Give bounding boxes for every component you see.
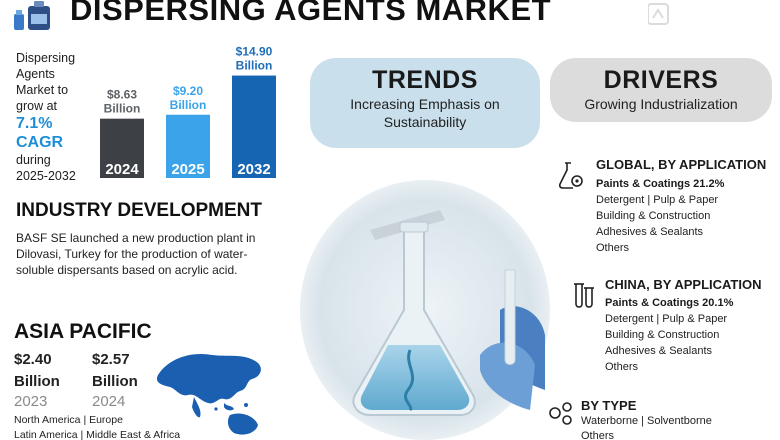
asia-pacific-title: ASIA PACIFIC <box>14 320 152 343</box>
molecule-icon <box>549 402 572 425</box>
bar-value-label: $8.63 <box>107 88 137 102</box>
trends-title: TRENDS <box>372 66 478 94</box>
bar-2024 <box>100 118 144 178</box>
ap-value-2023: $2.40 <box>14 351 52 368</box>
trends-panel: TRENDS Increasing Emphasis on Sustainabi… <box>310 58 540 148</box>
brand-logo <box>648 3 669 25</box>
trends-line: Increasing Emphasis on <box>350 96 500 112</box>
page-title: DISPERSING AGENTS MARKET <box>70 0 552 27</box>
ap-unit-2024: Billion <box>92 373 138 390</box>
bar-value-label: $9.20 <box>173 84 203 98</box>
global-application-item: Others <box>596 242 630 254</box>
bar-value-unit: Billion <box>104 102 141 116</box>
region-line: Latin America | Middle East & Africa <box>14 429 181 440</box>
ap-year-2024: 2024 <box>92 393 126 410</box>
region-list: North America | Europe Latin America | M… <box>14 413 244 440</box>
ap-unit-2023: Billion <box>14 373 60 390</box>
cagr-rate: 7.1% <box>16 115 53 132</box>
bar-value-unit: Billion <box>236 59 273 73</box>
china-application-top: Paints & Coatings 20.1% <box>605 297 734 309</box>
ap-year-2023: 2023 <box>14 393 48 410</box>
flask-gear-icon <box>558 162 583 189</box>
bar-2032 <box>232 75 276 178</box>
china-application-item: Building & Construction <box>605 329 720 341</box>
bar-value-label: $14.90 <box>236 45 273 59</box>
china-application-item: Others <box>605 361 639 373</box>
china-application-title: CHINA, BY APPLICATION <box>605 277 762 292</box>
china-application-item: Detergent | Pulp & Paper <box>605 313 728 325</box>
growth-line: Dispersing Agents <box>16 51 76 81</box>
asia-pacific-map <box>156 353 261 435</box>
market-size-chart: 2024$8.63Billion2025$9.20Billion2032$14.… <box>100 45 276 178</box>
global-application-item: Detergent | Pulp & Paper <box>596 194 719 206</box>
global-application-top: Paints & Coatings 21.2% <box>596 178 725 190</box>
bar-category-label: 2025 <box>171 161 204 178</box>
drivers-panel: DRIVERS Growing Industrialization <box>550 58 772 122</box>
bar-category-label: 2032 <box>237 161 270 178</box>
lab-flask-photo <box>300 180 550 440</box>
region-line: North America | Europe <box>14 414 123 426</box>
industry-development-title: INDUSTRY DEVELOPMENT <box>16 200 262 221</box>
trends-line: Sustainability <box>383 114 467 130</box>
bar-2025 <box>166 114 210 178</box>
by-type-title: BY TYPE <box>581 398 637 413</box>
growth-line: during <box>16 153 51 167</box>
growth-line: Market to <box>16 83 69 97</box>
drivers-line: Growing Industrialization <box>584 96 738 112</box>
header: DISPERSING AGENTS MARKET <box>0 0 780 34</box>
by-type-line: Waterborne | Solventborne <box>581 415 712 427</box>
global-application-item: Building & Construction <box>596 210 711 222</box>
cagr-label: CAGR <box>16 134 64 151</box>
by-type-line: Others <box>581 430 615 440</box>
ap-value-2024: $2.57 <box>92 351 130 368</box>
test-tubes-icon <box>574 283 594 308</box>
china-application-item: Adhesives & Sealants <box>605 345 713 357</box>
global-application-item: Adhesives & Sealants <box>596 226 704 238</box>
growth-period: 2025-2032 <box>16 169 76 183</box>
global-application-title: GLOBAL, BY APPLICATION <box>596 157 767 172</box>
growth-summary: Dispersing Agents Market to grow at 7.1%… <box>16 50 100 184</box>
growth-line: grow at <box>16 99 57 113</box>
bottle-icon <box>14 1 50 30</box>
drivers-title: DRIVERS <box>603 66 719 94</box>
bar-value-unit: Billion <box>170 98 207 112</box>
industry-development-text: BASF SE launched a new production plant … <box>16 231 256 277</box>
bar-category-label: 2024 <box>105 161 139 178</box>
